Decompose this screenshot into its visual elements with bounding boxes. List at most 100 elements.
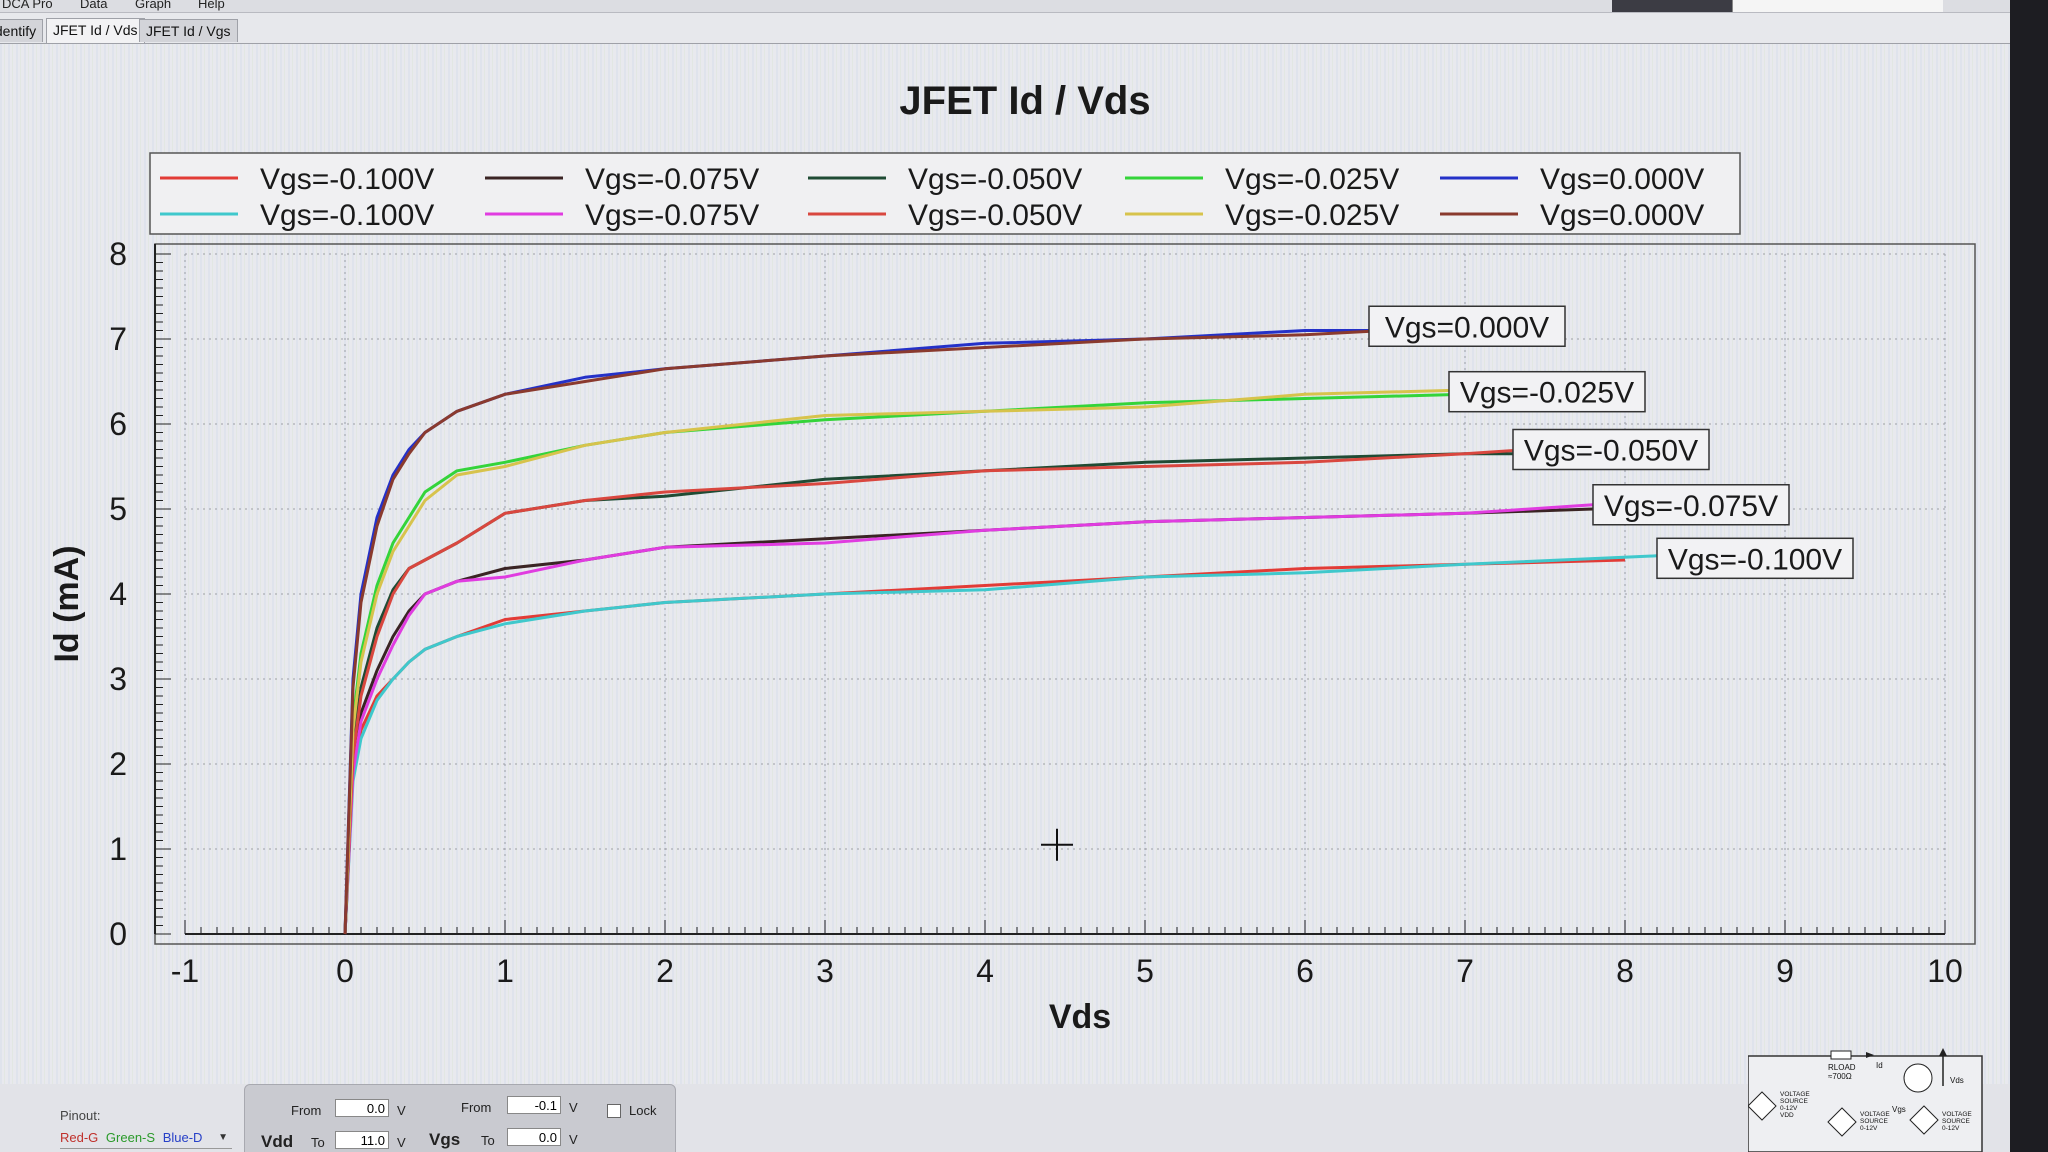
legend-label: Vgs=-0.100V — [260, 199, 434, 232]
tab-identify[interactable]: Identify — [0, 19, 44, 42]
series-layer — [343, 329, 1658, 935]
monitor-bezel — [2010, 0, 2048, 1152]
x-tick-label: 10 — [1927, 953, 1963, 989]
vdd-source-symbol — [1748, 1091, 1777, 1121]
y-tick-label: 0 — [109, 916, 127, 952]
x-tick-label: 7 — [1456, 953, 1474, 989]
curve-label-box — [1512, 428, 1710, 471]
y-tick-label: 8 — [109, 236, 127, 272]
series-line — [343, 554, 1658, 935]
jfet-symbol — [1903, 1063, 1933, 1093]
curve-label-box — [1368, 305, 1566, 347]
legend-label: Vgs=-0.100V — [260, 163, 434, 196]
chart-title: JFET Id / Vds — [899, 79, 1150, 123]
x-tick-label: 5 — [1136, 953, 1154, 989]
y-tick-label: 6 — [109, 406, 127, 442]
rload-label: RLOAD — [1828, 1063, 1856, 1072]
legend-label: Vgs=-0.075V — [585, 199, 759, 232]
vdd-from-label: From — [291, 1103, 322, 1118]
tab-jfet-id-vgs[interactable]: JFET Id / Vgs — [139, 19, 238, 42]
vgs-source-symbol — [1827, 1107, 1857, 1137]
vdd-from-input[interactable]: 0.0 — [335, 1099, 389, 1117]
toolbar-button[interactable] — [1612, 0, 1742, 12]
rload-value: ≈700Ω — [1828, 1072, 1852, 1081]
circuit-diagram: RLOAD ≈700Ω Id Vds Vgs VOLTAGESOURCE0-12… — [1748, 1048, 1983, 1152]
y-tick-label: 1 — [109, 831, 127, 867]
vgs-label: Vgs — [429, 1130, 461, 1149]
vds-label: Vds — [1950, 1076, 1964, 1085]
y-axis-label: Id (mA) — [48, 545, 86, 662]
menu-help[interactable]: Help — [198, 0, 225, 11]
series-line — [343, 388, 1466, 935]
sweep-settings: From 0.0 V Vdd To 11.0 V From -0.1 V Vgs… — [244, 1084, 676, 1152]
chevron-down-icon: ▼ — [218, 1132, 228, 1143]
toolbar-field[interactable] — [1732, 0, 1943, 12]
pinout-blue: Blue-D — [162, 1130, 203, 1145]
source-text: VOLTAGE — [1942, 1111, 1972, 1118]
x-tick-label: 8 — [1616, 953, 1634, 989]
bottom-panel: Pinout: Red-G Green-S Blue-D ▼ From 0.0 … — [0, 1084, 2010, 1152]
vds-source-symbol — [1909, 1105, 1939, 1135]
vgs-from-label: From — [461, 1100, 492, 1115]
vdd-to-unit: V — [397, 1135, 406, 1150]
tab-bar: Identify JFET Id / Vds JFET Id / Vgs — [0, 18, 2010, 44]
menu-graph[interactable]: Graph — [135, 0, 172, 11]
legend-label: Vgs=-0.075V — [585, 163, 759, 196]
pinout-select[interactable]: Red-G Green-S Blue-D ▼ — [60, 1128, 232, 1149]
pinout-green: Green-S — [105, 1130, 156, 1145]
curve-label: Vgs=-0.050V — [1524, 435, 1698, 468]
x-axis-label: Vds — [1049, 998, 1111, 1036]
x-tick-label: 2 — [656, 953, 674, 989]
source-text: SOURCE — [1780, 1098, 1808, 1105]
vdd-to-input[interactable]: 11.0 — [335, 1131, 389, 1149]
curve-label-box — [1592, 484, 1790, 526]
legend-label: Vgs=-0.050V — [908, 163, 1082, 196]
vgs-to-label: To — [481, 1133, 495, 1148]
source-text: SOURCE — [1942, 1118, 1970, 1125]
chart[interactable]: JFET Id / Vds Vgs=-0.100V Vgs=-0.075V Vgs=… — [0, 44, 2010, 1084]
axes: -1 0 1 2 3 4 5 6 7 8 9 10 0 1 2 3 4 5 6 7 8 — [109, 236, 1963, 989]
menu-data[interactable]: Data — [80, 0, 108, 11]
legend-label: Vgs=-0.025V — [1225, 163, 1399, 196]
vgs-label-circuit: Vgs — [1892, 1105, 1906, 1114]
x-tick-label: 0 — [336, 953, 354, 989]
vgs-from-unit: V — [569, 1100, 578, 1115]
legend-label: Vgs=0.000V — [1540, 163, 1704, 196]
x-tick-label: 3 — [816, 953, 834, 989]
x-tick-label: 6 — [1296, 953, 1314, 989]
y-tick-label: 3 — [109, 661, 127, 697]
source-text: VOLTAGE — [1780, 1091, 1810, 1098]
y-tick-label: 5 — [109, 491, 127, 527]
curve-label: Vgs=0.000V — [1385, 311, 1549, 344]
vgs-to-input[interactable]: 0.0 — [507, 1128, 561, 1146]
x-tick-label: 1 — [496, 953, 514, 989]
vdd-label: Vdd — [261, 1132, 294, 1151]
series-line — [343, 392, 1466, 935]
curve-label: Vgs=-0.100V — [1668, 543, 1842, 576]
curve-label-box — [1656, 537, 1854, 580]
menu-dca-pro[interactable]: DCA Pro — [2, 0, 53, 11]
pinout-red: Red-G — [60, 1130, 99, 1145]
source-text: VDD — [1780, 1112, 1794, 1119]
lock-label: Lock — [629, 1103, 657, 1118]
curve-label: Vgs=-0.075V — [1604, 490, 1778, 523]
vgs-from-input[interactable]: -0.1 — [507, 1096, 561, 1114]
annotations-layer: Vgs=0.000V Vgs=-0.025V Vgs=-0.050V Vgs=-0.0… — [1368, 305, 1854, 580]
tab-jfet-id-vds[interactable]: JFET Id / Vds — [46, 18, 145, 43]
legend-label: Vgs=-0.050V — [908, 199, 1082, 232]
source-text: 0-12V — [1860, 1125, 1878, 1132]
x-tick-label: -1 — [171, 953, 199, 989]
x-tick-label: 4 — [976, 953, 994, 989]
vdd-to-label: To — [311, 1135, 325, 1150]
legend-box — [149, 152, 1741, 235]
legend-label: Vgs=-0.025V — [1225, 199, 1399, 232]
lock-checkbox[interactable] — [607, 1104, 621, 1118]
source-text: VOLTAGE — [1860, 1111, 1890, 1118]
curve-label-box — [1448, 370, 1646, 413]
legend-label: Vgs=0.000V — [1540, 199, 1704, 232]
id-label: Id — [1876, 1061, 1883, 1070]
pinout-label: Pinout: — [60, 1108, 101, 1123]
